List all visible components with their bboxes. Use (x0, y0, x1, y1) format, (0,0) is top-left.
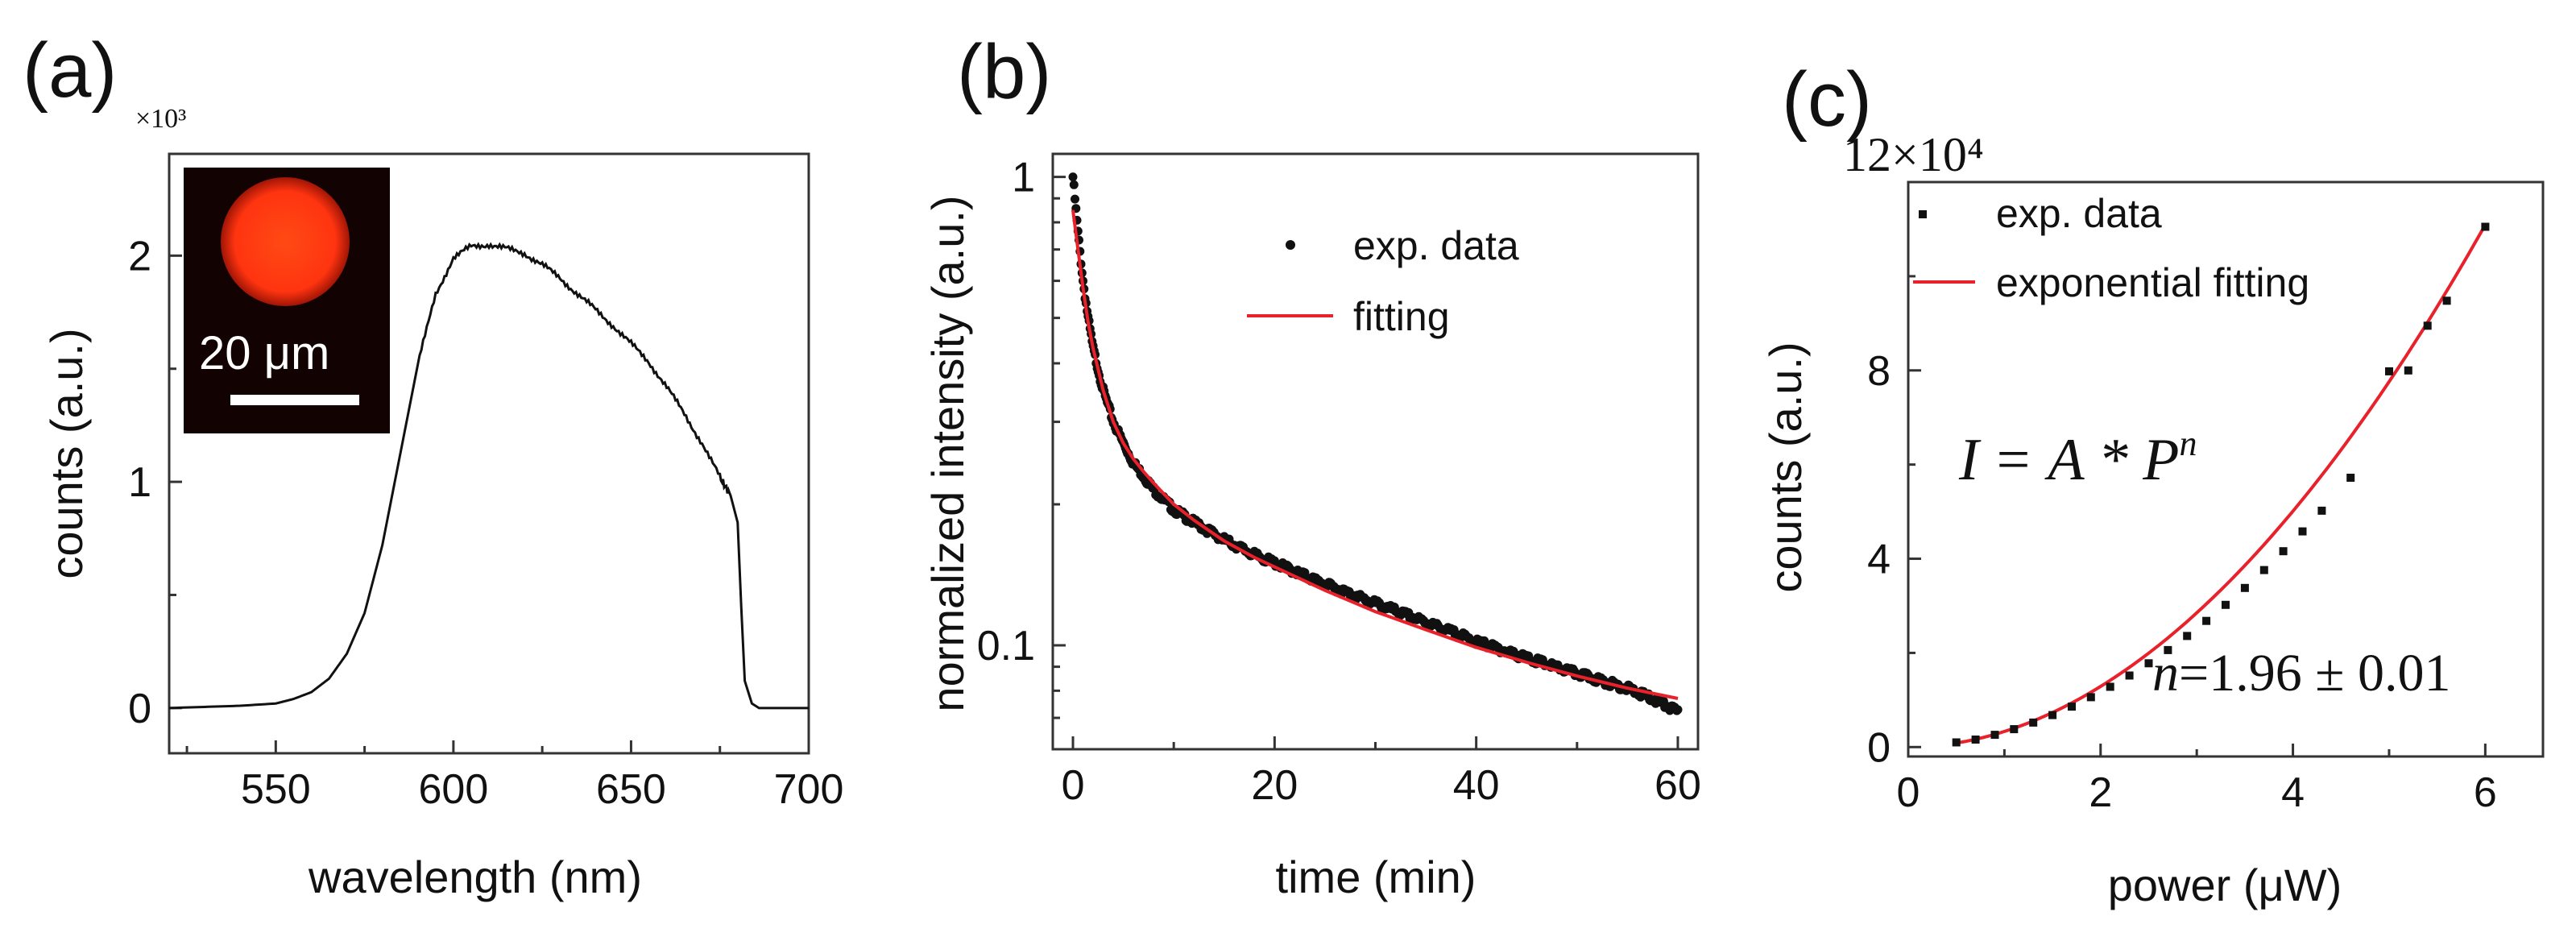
exp-data-point (1971, 736, 1980, 744)
panel-b-xlabel: time (min) (1276, 852, 1476, 902)
panel-a-ylabel: counts (a.u.) (41, 328, 92, 578)
exp-data-point (1673, 705, 1683, 715)
exp-data-point (2385, 367, 2393, 375)
panel-c-multiplier: 12×10⁴ (1843, 128, 1984, 181)
x-tick-label: 0 (1897, 769, 1920, 816)
panel-b: (b) 0 20 40 60 0.1 1 exp. data fitting time (… (922, 29, 1701, 902)
x-tick-label: 40 (1453, 762, 1500, 809)
legend-exp-data-marker (1919, 210, 1927, 218)
panel-b-ylabel: normalized intensity (a.u.) (922, 195, 973, 711)
panel-a-multiplier: ×10³ (135, 104, 186, 134)
x-tick-label: 600 (419, 766, 489, 813)
y-tick-label: 1 (128, 459, 151, 506)
y-tick-label: 4 (1867, 537, 1891, 583)
x-tick-label: 0 (1062, 762, 1085, 809)
x-tick-label: 6 (2474, 769, 2497, 816)
panel-b-axes: 0 20 40 60 0.1 1 (977, 155, 1701, 809)
exp-data-point (2298, 527, 2307, 536)
equation-exponent: n (2179, 424, 2197, 463)
exp-data-point (2164, 645, 2172, 654)
exp-data-point (2423, 321, 2432, 330)
legend-exp-data-label: exp. data (1353, 223, 1519, 268)
panel-a: (a) ×10³ 550 600 650 700 0 1 2 20 μm wavelengt… (23, 27, 843, 902)
equation-op: = (1997, 427, 2031, 493)
panel-c-axes: 0 2 4 6 0 4 8 (1867, 222, 2497, 816)
exp-data-point (2222, 600, 2230, 609)
legend-exp-data-label: exp. data (1996, 191, 2162, 236)
exp-data-point (2202, 616, 2211, 625)
inset-emission-spot (221, 177, 350, 306)
panel-a-axes: 550 600 650 700 0 1 2 (128, 233, 843, 813)
spectrum-line (168, 242, 809, 710)
x-tick-label: 20 (1251, 762, 1298, 809)
exp-data-points (1952, 222, 2490, 747)
panel-c-annotation: n=1.96 ± 0.01 (2152, 644, 2450, 703)
exp-data-point (2346, 474, 2355, 482)
equation-rhs: A * P (2044, 427, 2179, 493)
exp-data-point (2048, 711, 2057, 719)
legend-fitting-label: exponential fitting (1996, 260, 2309, 305)
inset-scale-bar (230, 395, 359, 405)
exp-data-point (2068, 703, 2076, 711)
y-tick-label: 0 (1867, 724, 1891, 771)
x-tick-label: 700 (774, 766, 844, 813)
exp-data-point (2442, 296, 2451, 305)
panel-c-xlabel: power (μW) (2108, 860, 2342, 910)
exp-data-point (2125, 671, 2134, 680)
legend-fitting-label: fitting (1353, 294, 1450, 339)
exp-data-point (2183, 632, 2192, 640)
panel-c-frame (1907, 180, 2545, 758)
panel-a-label: (a) (23, 27, 117, 114)
exp-data-point (2106, 682, 2114, 691)
exp-data-point (1952, 738, 1961, 747)
exp-data-point (2279, 547, 2288, 556)
exp-data-point (2240, 583, 2249, 592)
exp-data-point (2010, 725, 2019, 734)
panel-c-ylabel: counts (a.u.) (1760, 342, 1811, 592)
exp-data-point (2029, 718, 2038, 727)
panel-b-legend: exp. data fitting (1247, 223, 1519, 339)
panel-c: (c) 12×10⁴ 0 2 4 6 0 4 8 exp. data exponential… (1760, 56, 2545, 910)
panel-a-inset: 20 μm (184, 168, 390, 433)
inset-scale-bar-label: 20 μm (199, 327, 329, 379)
panel-c-label: (c) (1782, 56, 1872, 143)
exp-data-point (1068, 172, 1078, 182)
exponential-fitting-line (1956, 224, 2487, 745)
exp-data-point (2259, 566, 2268, 574)
y-tick-label: 1 (1012, 155, 1035, 201)
exp-data-point (2317, 506, 2326, 515)
panel-a-frame (168, 152, 810, 755)
exp-data-point (2481, 222, 2490, 231)
panel-b-label: (b) (957, 29, 1051, 115)
x-tick-label: 650 (596, 766, 666, 813)
legend-exp-data-marker (1286, 240, 1295, 250)
exp-data-point (2086, 693, 2095, 702)
y-tick-label: 0.1 (977, 623, 1035, 669)
exp-data-point (2144, 659, 2153, 668)
x-tick-label: 4 (2281, 769, 2305, 816)
fitting-line (1071, 209, 1679, 700)
y-tick-label: 2 (128, 233, 151, 280)
x-tick-label: 550 (241, 766, 311, 813)
annotation-var: n (2152, 644, 2179, 703)
exp-data-point (1990, 731, 1999, 740)
exp-data-point (1071, 194, 1079, 204)
annotation-value: =1.96 ± 0.01 (2179, 644, 2450, 703)
exp-data-point (1069, 180, 1079, 189)
panel-c-legend: exp. data exponential fitting (1913, 191, 2309, 305)
panel-a-xlabel: wavelength (nm) (308, 852, 642, 902)
x-tick-label: 60 (1655, 762, 1701, 809)
panel-c-equation: I = A * Pn (1958, 424, 2197, 493)
x-tick-label: 2 (2089, 769, 2112, 816)
y-tick-label: 8 (1867, 348, 1891, 395)
equation-lhs: I (1958, 427, 1982, 493)
y-tick-label: 0 (128, 686, 151, 732)
exp-data-point (2404, 366, 2412, 375)
